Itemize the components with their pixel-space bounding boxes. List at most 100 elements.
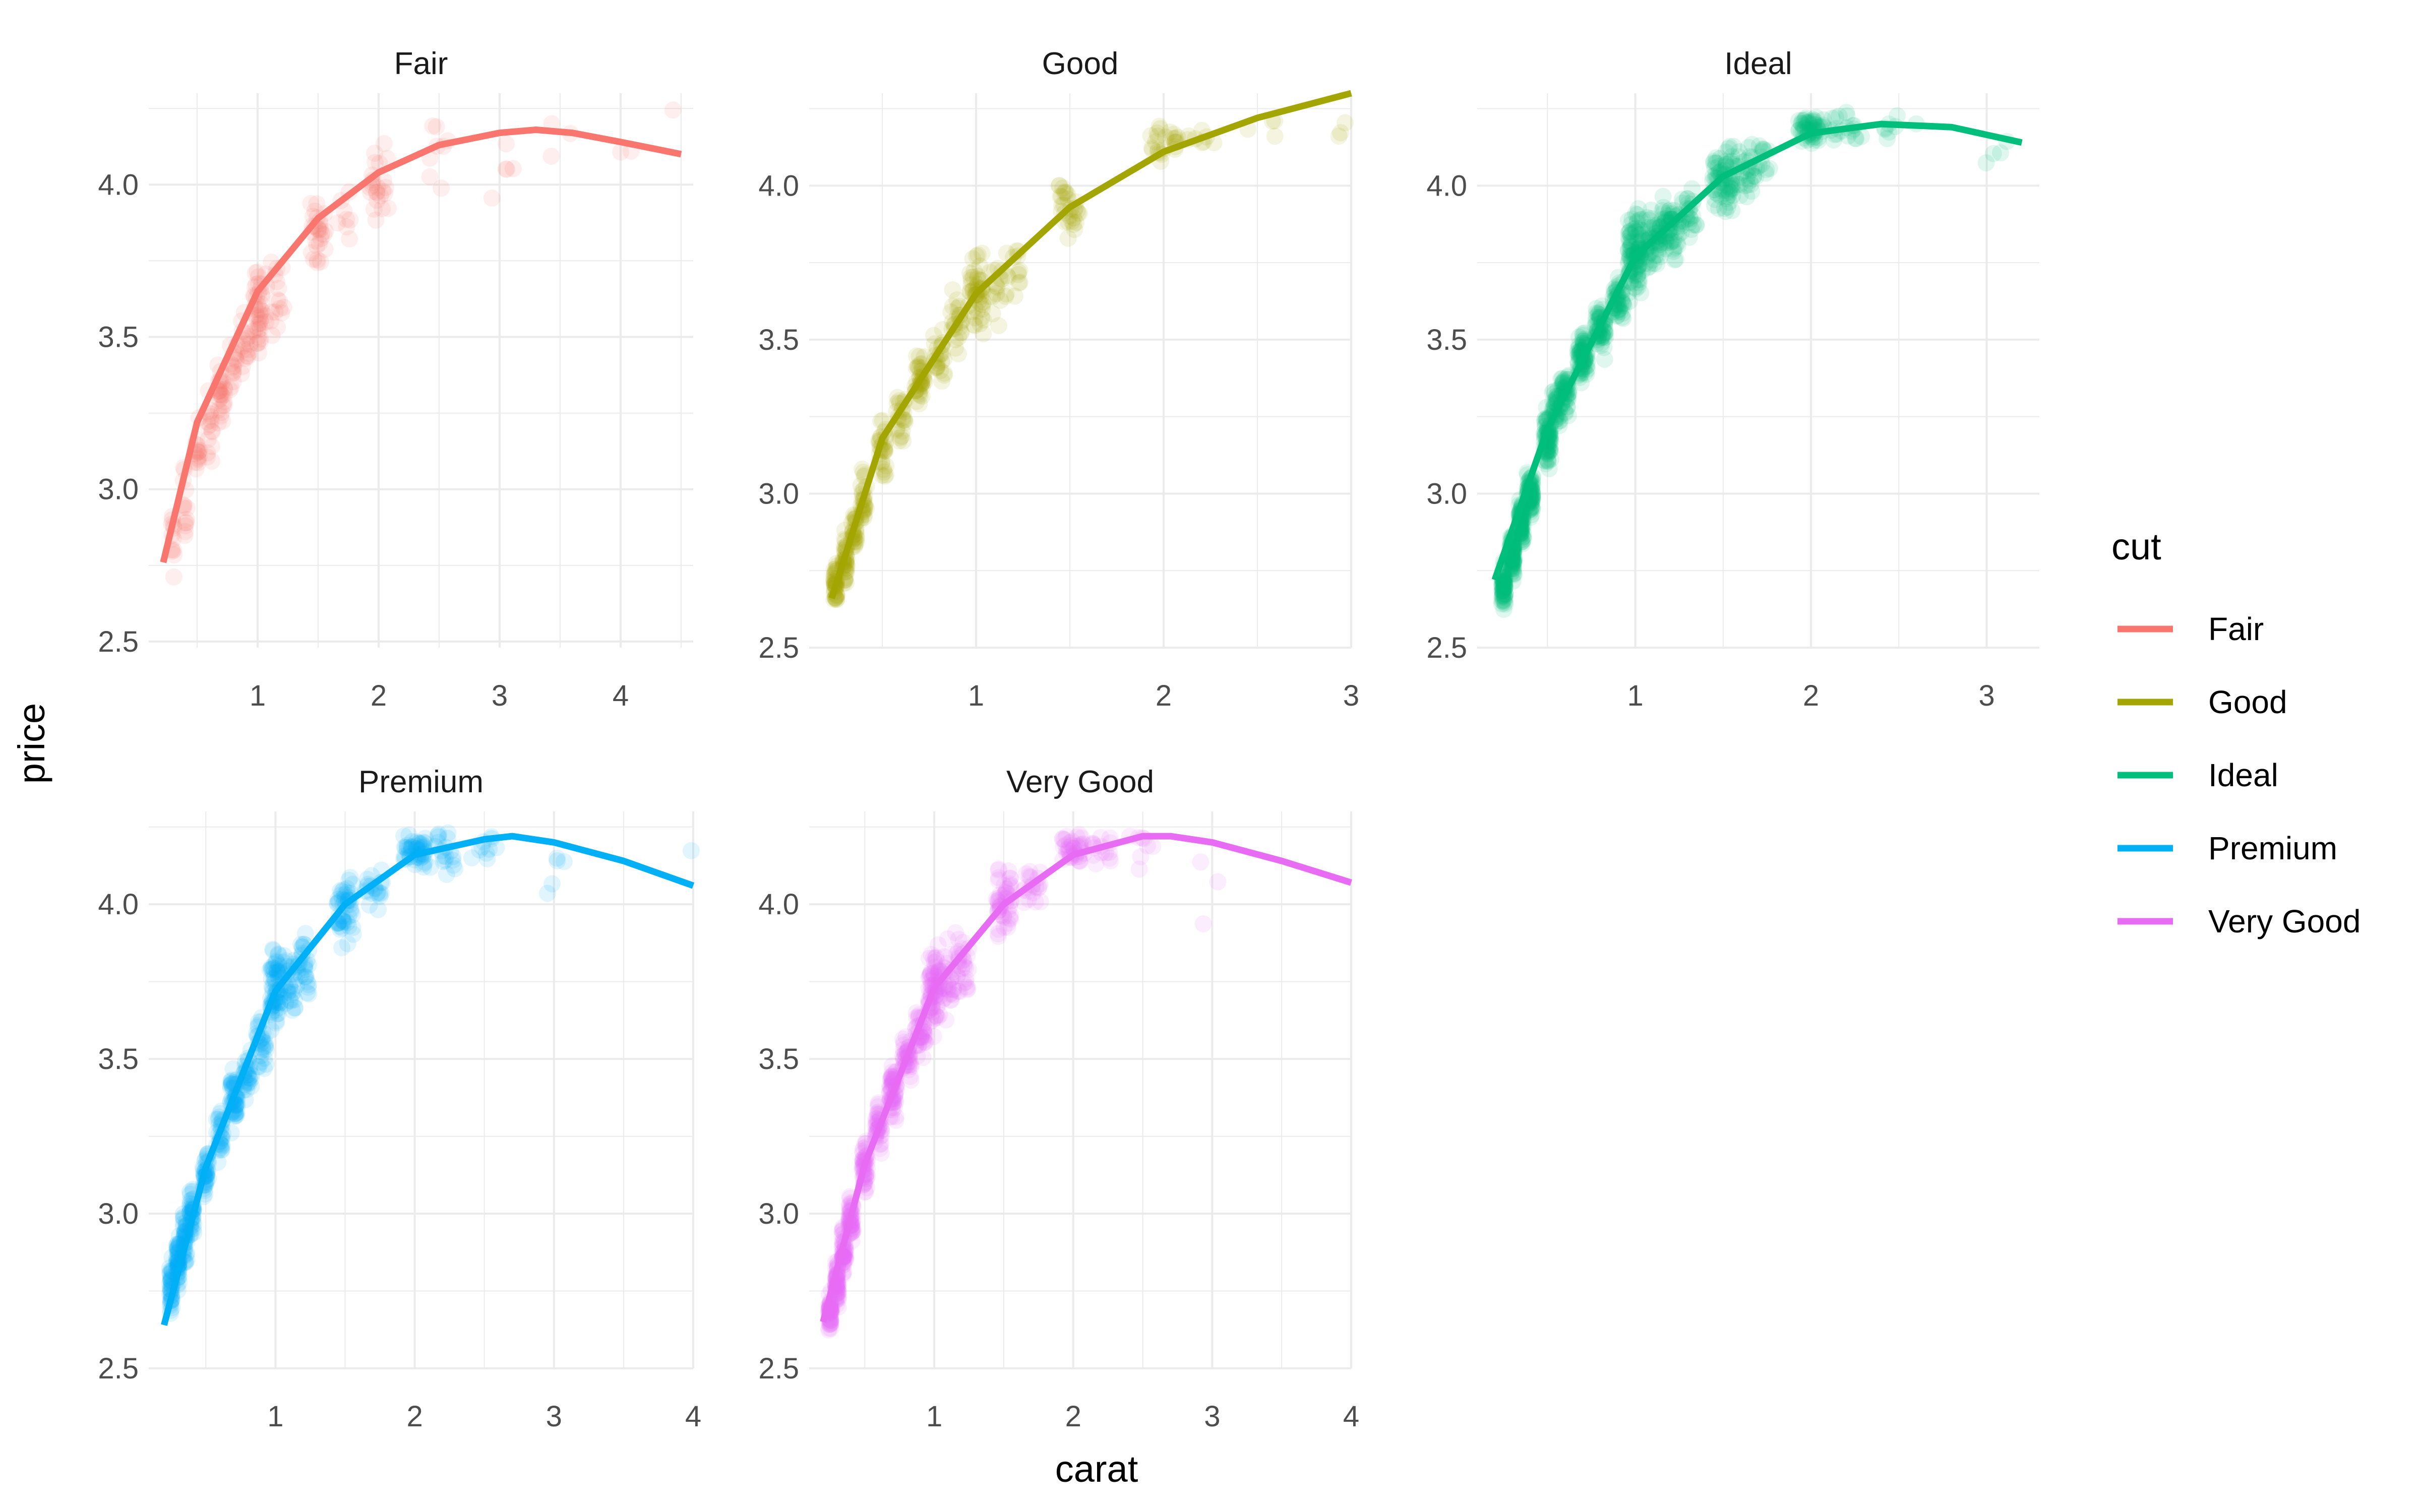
- scatter-point: [1011, 262, 1028, 279]
- scatter-point: [1496, 594, 1514, 611]
- scatter-point: [1493, 595, 1510, 613]
- scatter-point: [302, 195, 320, 212]
- scatter-point: [251, 305, 269, 323]
- scatter-point: [198, 413, 216, 431]
- scatter-point: [1161, 123, 1179, 141]
- facet-title: Ideal: [1724, 46, 1792, 81]
- scatter-point: [212, 407, 230, 425]
- scatter-point: [894, 432, 912, 450]
- scatter-point: [497, 135, 515, 153]
- scatter-point: [215, 396, 233, 414]
- scatter-point: [1017, 865, 1035, 883]
- scatter-point: [1070, 205, 1088, 222]
- y-tick-label: 3.5: [1426, 324, 1467, 356]
- scatter-point: [367, 154, 384, 171]
- scatter-point: [1056, 183, 1074, 201]
- scatter-point: [251, 315, 268, 333]
- y-tick-label: 3.0: [758, 1198, 799, 1230]
- scatter-point: [367, 211, 385, 229]
- scatter-point: [1623, 210, 1641, 228]
- scatter-point: [203, 437, 221, 455]
- grid: [149, 93, 693, 648]
- x-tick-label: 3: [492, 679, 508, 712]
- scatter-point: [376, 135, 393, 152]
- facet-title: Good: [1042, 46, 1119, 81]
- y-tick-label: 2.5: [98, 1352, 139, 1385]
- scatter-point: [1169, 129, 1186, 146]
- scatter-point: [1495, 579, 1513, 597]
- scatter-point: [875, 461, 892, 478]
- x-tick-label: 3: [1978, 679, 1994, 712]
- scatter-point: [424, 117, 442, 135]
- scatter-point: [235, 341, 253, 359]
- scatter-point: [302, 244, 320, 262]
- scatter-point: [1067, 214, 1085, 231]
- scatter-point: [1051, 176, 1068, 194]
- scatter-point: [227, 352, 245, 369]
- scatter-point: [1496, 586, 1514, 603]
- scatter-point: [964, 250, 982, 268]
- scatter-point: [1330, 128, 1348, 145]
- scatter-point: [249, 1057, 267, 1075]
- smooth-line: [828, 90, 1352, 600]
- scatter-point: [1493, 577, 1511, 594]
- scatter-point: [338, 218, 355, 236]
- scatter-point: [962, 276, 980, 293]
- scatter-point: [312, 230, 330, 247]
- x-tick-label: 1: [968, 679, 984, 712]
- scatter-point: [1522, 503, 1539, 521]
- facet-title: Premium: [358, 765, 483, 799]
- legend-label: Good: [2208, 684, 2287, 720]
- scatter-point: [1336, 114, 1354, 132]
- scatter-point: [1992, 144, 2010, 162]
- scatter-point: [964, 268, 982, 286]
- scatter-point: [209, 414, 227, 432]
- scatter-point: [238, 330, 256, 347]
- scatter-point: [988, 279, 1006, 296]
- scatter-point: [682, 842, 700, 859]
- scatter-point: [203, 422, 221, 440]
- scatter-point: [997, 285, 1015, 303]
- scatter-point: [224, 373, 242, 391]
- scatter-point: [542, 147, 560, 165]
- scatter-point: [947, 339, 964, 357]
- scatter-point: [1494, 593, 1511, 610]
- y-tick-label: 4.0: [1426, 169, 1467, 202]
- scatter-point: [981, 288, 998, 305]
- facet-title: Fair: [394, 46, 448, 81]
- legend-item-good: Good: [2118, 684, 2287, 720]
- scatter-point: [1192, 853, 1209, 871]
- scatter-point: [1010, 274, 1028, 292]
- legend-item-ideal: Ideal: [2118, 757, 2278, 793]
- scatter-point: [1063, 213, 1081, 230]
- scatter-point: [313, 225, 330, 242]
- scatter-point: [199, 444, 216, 462]
- scatter-point: [249, 334, 266, 352]
- scatter-point: [317, 222, 334, 240]
- scatter-point: [1725, 138, 1742, 155]
- scatter-point: [1493, 588, 1511, 606]
- scatter-point: [252, 320, 269, 338]
- scatter-point: [966, 317, 984, 335]
- scatter-point: [199, 431, 217, 449]
- scatter-point: [445, 856, 462, 874]
- scatter-point: [249, 335, 266, 352]
- scatter-point: [368, 183, 385, 201]
- legend-label: Ideal: [2208, 757, 2278, 793]
- x-tick-label: 1: [926, 1400, 942, 1433]
- scatter-point: [307, 232, 325, 250]
- scatter-point: [1495, 582, 1512, 599]
- scatter-point: [1165, 130, 1182, 147]
- scatter-point: [1495, 580, 1513, 598]
- scatter-point: [308, 195, 326, 213]
- y-tick-label: 3.0: [758, 477, 799, 510]
- scatter-point: [961, 265, 979, 282]
- scatter-point: [312, 253, 330, 271]
- scatter-point: [1665, 242, 1682, 260]
- scatter-point: [873, 466, 891, 484]
- scatter-point: [271, 300, 288, 318]
- scatter-point: [1493, 588, 1511, 605]
- scatter-point: [210, 401, 227, 419]
- scatter-point: [988, 285, 1005, 302]
- scatter-point: [1494, 587, 1511, 604]
